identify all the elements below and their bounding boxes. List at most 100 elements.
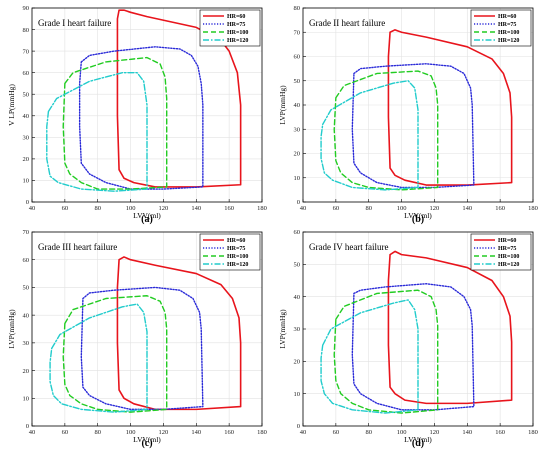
legend-entry: HR=60	[227, 14, 245, 20]
legend: HR=60 HR=75 HR=100 HR=120	[470, 9, 532, 47]
x-tick-label: 80	[365, 429, 372, 436]
x-tick-label: 140	[191, 429, 201, 436]
x-tick-label: 40	[29, 429, 36, 436]
chart-panel-4: 40 60 80 100 120 140 160 180 0 10 20 30 40 50 60 LVV(ml…	[278, 229, 538, 449]
x-tick-label: 60	[333, 205, 340, 212]
chart-panel-2: 40 60 80 100 120 140 160 180 0 10 20 30 40 50 60 70 80 LV…	[278, 5, 538, 225]
series-line-hr-120	[49, 303, 148, 413]
legend-entry: HR=75	[498, 22, 516, 28]
panel-letter: (c)	[141, 438, 152, 449]
y-tick-label: 60	[23, 70, 30, 77]
y-tick-label: 10	[294, 175, 301, 182]
x-tick-label: 140	[191, 205, 201, 212]
x-tick-label: 160	[495, 205, 505, 212]
y-tick-label: 70	[23, 48, 30, 55]
y-tick-label: 90	[23, 5, 30, 12]
chart-panel-1: 40 60 80 100 120 140 160 180 0 10 20 30 40 50 60 70 80 90…	[7, 5, 267, 225]
x-tick-label: 140	[462, 429, 472, 436]
panel-title: Grade II heart failure	[309, 18, 385, 28]
series-line-hr-100	[333, 70, 439, 191]
legend-entry: HR=120	[498, 38, 519, 44]
x-tick-label: 40	[300, 205, 307, 212]
x-tick-label: 60	[333, 429, 340, 436]
x-axis-label: LVV(ml)	[133, 211, 161, 220]
series-line-hr-100	[333, 289, 439, 414]
panel-title: Grade III heart failure	[38, 242, 117, 252]
chart-panel-3: 40 60 80 100 120 140 160 180 0 10 20 30 40 50 60 70 LVV(…	[7, 229, 267, 449]
x-tick-label: 140	[462, 205, 472, 212]
y-tick-label: 0	[26, 199, 29, 206]
y-tick-label: 70	[23, 229, 30, 236]
legend-entry: HR=75	[227, 22, 245, 28]
y-axis-label: V LP(mmHg)	[7, 84, 16, 126]
legend: HR=60 HR=75 HR=100 HR=120	[470, 233, 532, 271]
plot-frame	[31, 231, 263, 427]
panel-title: Grade I heart failure	[38, 18, 111, 28]
y-tick-label: 40	[23, 312, 30, 319]
y-tick-label: 30	[294, 126, 301, 133]
x-tick-label: 180	[257, 205, 267, 212]
x-tick-label: 80	[365, 205, 372, 212]
x-tick-label: 180	[257, 429, 267, 436]
series-line-hr-75	[351, 283, 475, 411]
series-line-hr-60	[387, 250, 513, 405]
y-tick-label: 50	[23, 285, 30, 292]
y-tick-label: 30	[294, 326, 301, 333]
x-tick-label: 40	[29, 205, 36, 212]
x-tick-label: 120	[159, 429, 169, 436]
legend-entry: HR=120	[498, 262, 519, 268]
legend-entry: HR=75	[227, 246, 245, 252]
y-tick-label: 60	[294, 229, 301, 236]
panel-letter: (b)	[412, 214, 424, 225]
legend-entry: HR=100	[498, 254, 519, 260]
y-tick-label: 20	[23, 368, 30, 375]
series-line-hr-60	[116, 256, 242, 411]
y-tick-label: 20	[294, 359, 301, 366]
x-axis-label: LVV(ml)	[133, 435, 161, 444]
y-tick-label: 30	[23, 135, 30, 142]
x-tick-label: 120	[430, 429, 440, 436]
y-tick-label: 50	[294, 262, 301, 269]
y-axis-label: LVP(mmHg)	[7, 309, 16, 349]
legend-entry: HR=60	[227, 238, 245, 244]
legend-entry: HR=100	[227, 30, 248, 36]
x-tick-label: 120	[159, 205, 169, 212]
y-tick-label: 20	[23, 156, 30, 163]
series-line-hr-75	[80, 286, 204, 411]
x-tick-label: 120	[430, 205, 440, 212]
y-tick-label: 60	[294, 54, 301, 61]
x-tick-label: 60	[62, 429, 69, 436]
legend-entry: HR=120	[227, 38, 248, 44]
y-tick-label: 40	[294, 102, 301, 109]
legend-entry: HR=75	[498, 246, 516, 252]
y-tick-label: 80	[23, 27, 30, 34]
y-tick-label: 50	[23, 91, 30, 98]
y-tick-label: 50	[294, 78, 301, 85]
panel-letter: (d)	[412, 438, 424, 449]
legend: HR=60 HR=75 HR=100 HR=120	[199, 9, 261, 47]
series-line-hr-120	[320, 80, 419, 191]
y-tick-label: 30	[23, 340, 30, 347]
legend-entry: HR=60	[498, 238, 516, 244]
series-line-hr-100	[62, 56, 168, 190]
series-line-hr-75	[78, 46, 204, 190]
legend: HR=60 HR=75 HR=100 HR=120	[199, 233, 261, 271]
x-tick-label: 80	[94, 429, 101, 436]
x-axis-label: LVV(ml)	[404, 435, 432, 444]
y-tick-label: 0	[26, 423, 29, 430]
x-tick-label: 100	[126, 205, 136, 212]
legend-entry: HR=100	[227, 254, 248, 260]
x-tick-label: 100	[397, 429, 407, 436]
series-line-hr-75	[351, 63, 475, 189]
y-tick-label: 80	[294, 5, 301, 12]
panel-letter: (a)	[141, 214, 153, 225]
x-tick-label: 160	[224, 205, 234, 212]
y-axis-label: LVP(mmHg)	[278, 309, 287, 349]
series-line-hr-120	[46, 71, 148, 192]
legend-entry: HR=60	[498, 14, 516, 20]
y-tick-label: 20	[294, 151, 301, 158]
x-tick-label: 180	[528, 205, 538, 212]
legend-entry: HR=120	[227, 262, 248, 268]
y-tick-label: 10	[23, 178, 30, 185]
